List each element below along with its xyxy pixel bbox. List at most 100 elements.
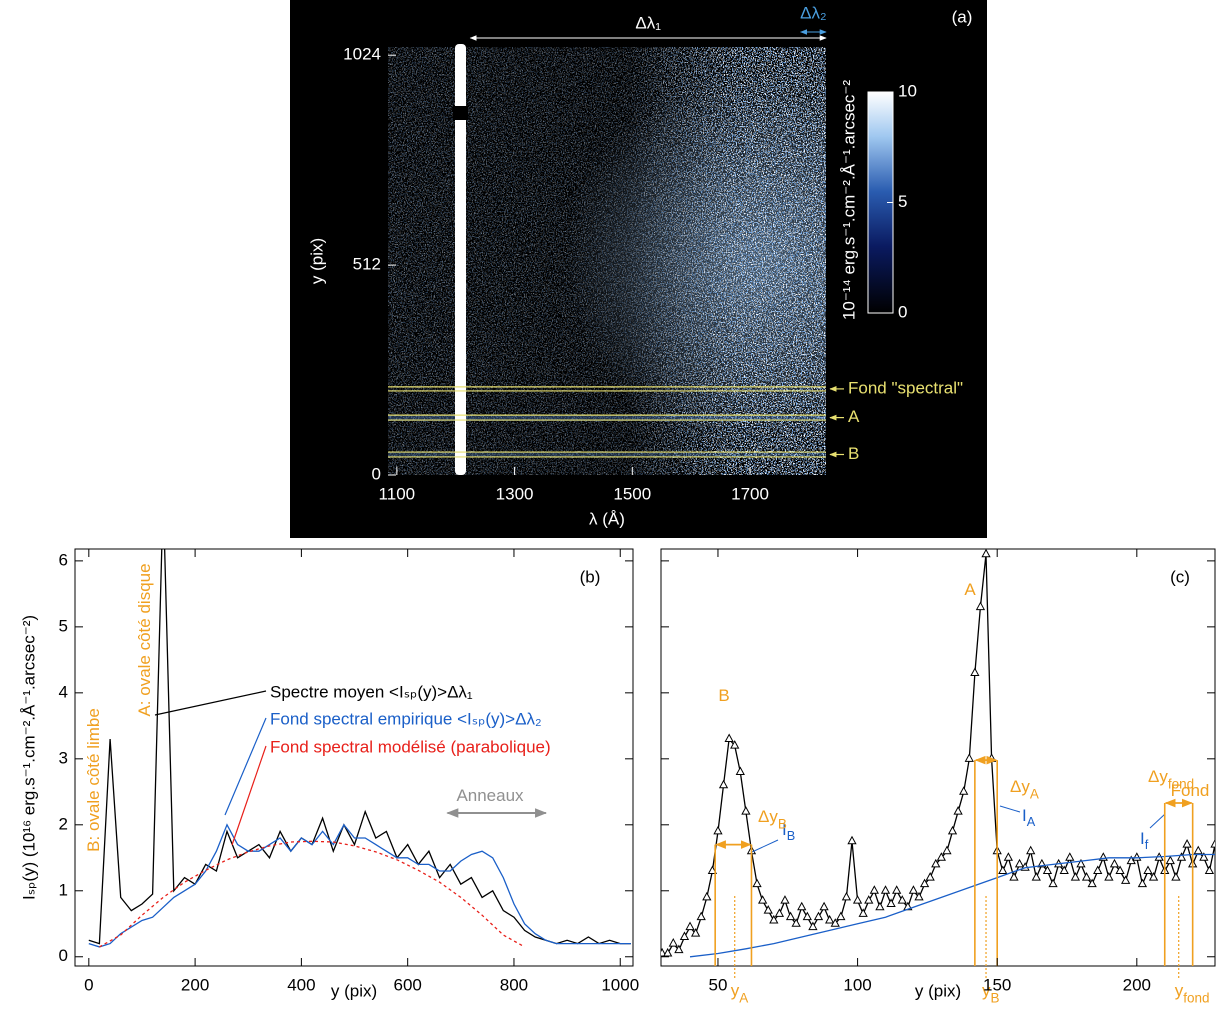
triangle-marker bbox=[1171, 872, 1181, 881]
image-streak bbox=[388, 452, 826, 457]
annotation-sub: f bbox=[1145, 837, 1149, 852]
triangle-marker bbox=[780, 895, 790, 904]
triangle-marker bbox=[886, 898, 896, 907]
panel-label: (a) bbox=[952, 7, 973, 26]
x-tick-label: 600 bbox=[393, 975, 421, 994]
annotation: IA bbox=[1022, 806, 1036, 829]
triangle-marker bbox=[1059, 865, 1069, 874]
annotation-main: I bbox=[1022, 806, 1027, 825]
triangle-marker bbox=[1137, 878, 1148, 888]
legend-leader bbox=[154, 690, 267, 716]
band-label: Fond "spectral" bbox=[848, 378, 963, 397]
triangle-marker bbox=[707, 865, 718, 874]
x-axis-label: y (pix) bbox=[331, 981, 377, 1000]
triangle-marker bbox=[852, 895, 863, 904]
triangle-marker bbox=[752, 878, 762, 888]
y-axis-label: y (pix) bbox=[307, 238, 326, 284]
triangle-marker bbox=[1003, 852, 1014, 861]
lyman-alpha-line bbox=[455, 44, 466, 475]
position-label-main: y bbox=[1175, 981, 1184, 1000]
legend-leader bbox=[231, 745, 267, 846]
series-line bbox=[99, 840, 525, 948]
range-label: Δλ₁ bbox=[635, 13, 661, 32]
triangle-marker bbox=[981, 549, 991, 558]
triangle-marker bbox=[836, 911, 846, 921]
triangle-marker bbox=[864, 895, 874, 904]
triangle-marker bbox=[970, 667, 980, 677]
annotation: Anneaux bbox=[456, 786, 524, 805]
panel-b-frame bbox=[74, 548, 634, 967]
y-axis-label: Iₛₚ(y) (10¹⁶ erg.s⁻¹.cm⁻².Å⁻¹.arcsec⁻²) bbox=[19, 615, 38, 900]
position-label: yfond bbox=[1175, 981, 1210, 1004]
legend-label: Spectre moyen <Iₛₚ(y)>Δλ₁ bbox=[270, 682, 473, 701]
annotation: B: ovale côté limbe bbox=[84, 708, 103, 852]
annotation-main: I bbox=[1140, 829, 1145, 848]
triangle-marker bbox=[858, 908, 868, 917]
triangle-marker bbox=[841, 891, 852, 901]
triangle-marker bbox=[1193, 845, 1203, 855]
triangle-marker bbox=[724, 733, 734, 743]
annotation-main: Fond bbox=[1171, 781, 1210, 800]
triangle-marker bbox=[936, 852, 946, 861]
width-label-sub: A bbox=[1030, 786, 1039, 801]
triangle-marker bbox=[925, 872, 935, 881]
triangle-marker bbox=[1143, 865, 1153, 874]
annotation-main: I bbox=[782, 820, 787, 839]
triangle-marker bbox=[919, 878, 930, 888]
x-tick-label: 800 bbox=[500, 975, 528, 994]
triangle-marker bbox=[808, 921, 818, 931]
annotation-main: B bbox=[718, 686, 729, 705]
triangle-marker bbox=[758, 895, 768, 904]
annotation: IB bbox=[782, 820, 795, 843]
x-tick-label: 1500 bbox=[613, 484, 651, 503]
series-line bbox=[88, 549, 631, 945]
triangle-marker bbox=[718, 779, 729, 789]
y-tick-label: 5 bbox=[59, 616, 68, 635]
triangle-marker bbox=[735, 766, 745, 776]
x-tick-label: 50 bbox=[709, 975, 728, 994]
width-label: ΔyB bbox=[758, 807, 787, 830]
triangle-marker bbox=[690, 928, 701, 937]
triangle-marker bbox=[908, 885, 919, 894]
triangle-marker bbox=[1042, 865, 1053, 874]
triangle-marker bbox=[880, 885, 891, 894]
triangle-marker bbox=[730, 740, 740, 749]
range-label: Δλ₂ bbox=[800, 3, 826, 22]
triangle-marker bbox=[769, 914, 779, 924]
triangle-marker bbox=[942, 845, 952, 855]
triangle-marker bbox=[847, 835, 857, 845]
triangle-marker bbox=[1210, 839, 1215, 848]
triangle-marker bbox=[1048, 878, 1058, 888]
x-tick-label: 200 bbox=[181, 975, 209, 994]
annotation-sub: A bbox=[1027, 814, 1036, 829]
annotation-main: A bbox=[964, 580, 976, 599]
triangle-marker bbox=[685, 921, 695, 931]
series-line bbox=[88, 823, 631, 948]
triangle-marker bbox=[696, 911, 706, 921]
triangle-marker bbox=[741, 806, 751, 815]
triangle-marker bbox=[763, 905, 773, 914]
y-tick-label: 3 bbox=[59, 748, 68, 767]
annotation: A: ovale côté disque bbox=[135, 563, 154, 716]
series-line bbox=[689, 853, 1215, 958]
annotation-leader bbox=[751, 839, 779, 853]
band-label: B bbox=[848, 444, 859, 463]
position-label: yB bbox=[982, 981, 1000, 1004]
triangle-marker bbox=[1026, 845, 1036, 855]
width-label: ΔyA bbox=[1010, 777, 1039, 800]
triangle-marker bbox=[1109, 858, 1120, 868]
y-tick-label: 4 bbox=[59, 682, 68, 701]
annotation-leader bbox=[999, 805, 1021, 813]
legend-label: Fond spectral modélisé (parabolique) bbox=[270, 737, 551, 756]
x-axis-label: y (pix) bbox=[915, 981, 961, 1000]
triangle-marker bbox=[1009, 872, 1019, 881]
x-tick-label: 100 bbox=[843, 975, 871, 994]
triangle-marker bbox=[897, 895, 907, 904]
colorbar-tick-label: 10 bbox=[898, 81, 917, 100]
triangle-marker bbox=[679, 931, 690, 940]
width-label-sub: B bbox=[778, 816, 787, 831]
triangle-marker bbox=[892, 885, 902, 894]
triangle-marker bbox=[825, 914, 835, 924]
